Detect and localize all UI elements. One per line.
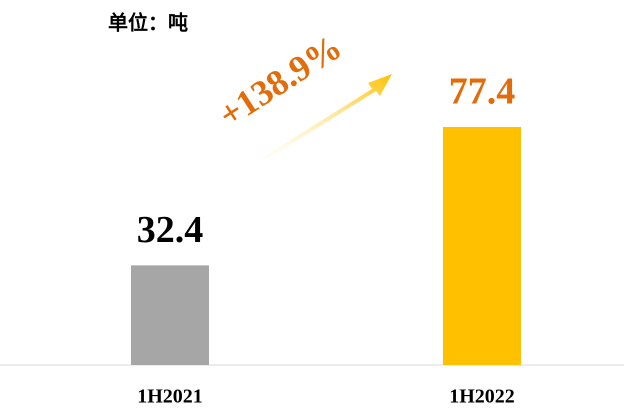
x-tick-label: 1H2022 bbox=[449, 386, 515, 408]
value-label: 32.4 bbox=[137, 209, 204, 251]
bar bbox=[131, 265, 209, 365]
x-tick-label: 1H2021 bbox=[137, 386, 203, 408]
bar bbox=[443, 127, 521, 365]
value-label: 77.4 bbox=[449, 71, 516, 113]
chart-title: 单位：吨 bbox=[108, 11, 188, 35]
arrow bbox=[263, 74, 392, 160]
